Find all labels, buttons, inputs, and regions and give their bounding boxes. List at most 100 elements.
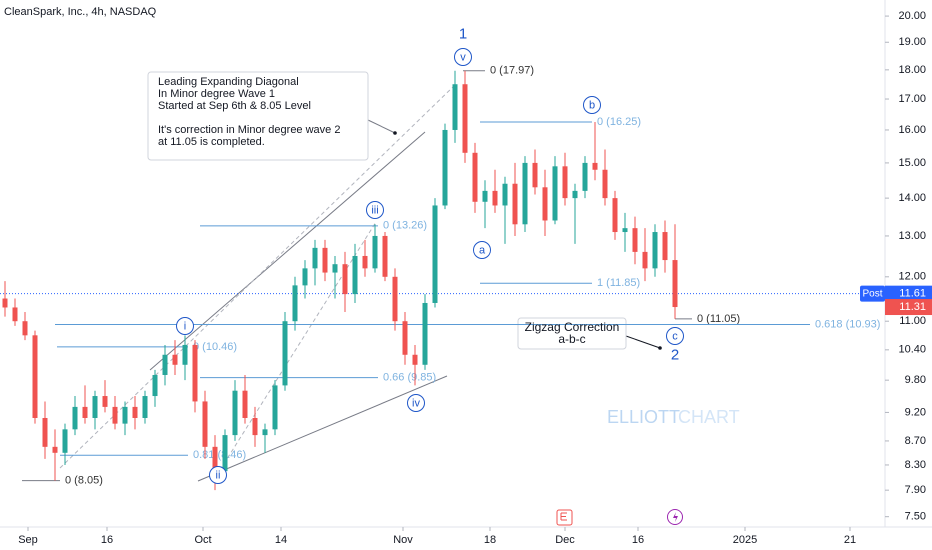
- candle-body: [22, 321, 28, 336]
- last-price-tag: [885, 299, 932, 316]
- candle-body: [522, 162, 528, 225]
- x-tick-label: Oct: [194, 534, 211, 546]
- candle-body: [422, 302, 428, 365]
- candle-body: [602, 169, 608, 199]
- candle-body: [592, 162, 598, 170]
- candle-body: [72, 406, 78, 430]
- candle-body: [362, 255, 368, 269]
- fib-level-label: 0 (8.05): [65, 474, 103, 486]
- candle-body: [222, 435, 228, 472]
- earnings-glyph: [560, 512, 567, 521]
- y-tick-label: 7.50: [905, 511, 926, 523]
- note-line: at 11.05 is completed.: [158, 136, 265, 148]
- earnings-icon[interactable]: [556, 509, 573, 526]
- candle-body: [192, 344, 198, 402]
- fib-level-label: 0.66 (9.85): [383, 371, 436, 383]
- wave-label: v: [460, 51, 466, 63]
- x-tick-label: 2025: [733, 534, 757, 546]
- wave-label: ii: [216, 469, 221, 481]
- y-tick-label: 18.00: [898, 64, 926, 76]
- candle-body: [402, 321, 408, 355]
- candle-body: [242, 390, 248, 418]
- fib-level-label: 0 (13.26): [383, 220, 427, 232]
- candle-body: [642, 251, 648, 269]
- note-box: [147, 71, 369, 161]
- candle-body: [142, 396, 148, 418]
- fib-level-label: 0.618 (10.93): [815, 318, 880, 330]
- y-tick-label: 20.00: [898, 10, 926, 22]
- candle-body: [342, 264, 348, 295]
- candle-body: [502, 183, 508, 206]
- wave-label: b: [589, 99, 595, 111]
- y-tick-label: 11.00: [899, 315, 926, 327]
- candle-body: [652, 232, 658, 269]
- y-tick-label: 8.70: [905, 435, 926, 447]
- x-tick-label: 18: [484, 534, 496, 546]
- x-tick-label: 16: [101, 534, 113, 546]
- candle-body: [382, 235, 388, 277]
- y-tick-label: 17.00: [898, 93, 926, 105]
- candle-body: [582, 162, 588, 191]
- candle-body: [272, 385, 278, 430]
- candle-body: [452, 84, 458, 130]
- candle-body: [482, 190, 488, 202]
- wave-circle: [407, 394, 425, 412]
- y-tick-label: 8.30: [905, 459, 926, 471]
- candle-body: [572, 190, 578, 199]
- y-tick-label: 7.90: [905, 484, 926, 496]
- x-tick-label: Sep: [18, 534, 38, 546]
- y-tick-label: 12.00: [898, 271, 926, 283]
- candle-body: [412, 354, 418, 365]
- fib-level-label: 0 (17.97): [490, 65, 534, 77]
- y-tick-label: 13.00: [898, 230, 926, 242]
- candle-body: [462, 84, 468, 153]
- lower-trendline: [197, 375, 448, 482]
- x-tick-label: Nov: [393, 534, 413, 546]
- wave-label: i: [184, 320, 186, 332]
- candle-body: [162, 354, 168, 375]
- candle-body: [202, 401, 208, 447]
- note-pointer: [367, 119, 396, 134]
- dividend-glyph: [673, 512, 678, 522]
- y-tick-label: 9.80: [905, 374, 926, 386]
- candle-body: [542, 187, 548, 221]
- candle-body: [672, 260, 678, 308]
- candle-body: [52, 446, 58, 453]
- candle-body: [132, 406, 138, 418]
- y-tick-label: 14.00: [898, 192, 926, 204]
- post-tag-label: Post: [862, 288, 882, 299]
- candle-body: [2, 298, 8, 308]
- zigzag-pointer: [625, 335, 661, 349]
- note-line: It's correction in Minor degree wave 2: [158, 124, 340, 136]
- candle-body: [32, 335, 38, 418]
- wave-label: 2: [671, 346, 679, 363]
- candle-body: [552, 166, 558, 221]
- wave-label: 1: [459, 25, 467, 42]
- wave-circle: [454, 48, 472, 66]
- candle-body: [82, 406, 88, 418]
- wave-circle: [473, 241, 491, 259]
- candle-body: [122, 406, 128, 424]
- candle-body: [332, 264, 338, 273]
- x-tick-label: 16: [632, 534, 644, 546]
- candle-body: [62, 429, 68, 453]
- candle-body: [152, 374, 158, 397]
- fib-level-label: 0 (16.25): [597, 116, 641, 128]
- candle-body: [492, 190, 498, 206]
- post-tag: [860, 285, 885, 302]
- candle-body: [622, 228, 628, 233]
- candle-body: [92, 396, 98, 418]
- post-price-label: 11.61: [899, 288, 926, 300]
- y-tick-label: 9.20: [905, 406, 926, 418]
- candle-body: [172, 354, 178, 365]
- candle-body: [42, 417, 48, 447]
- fib-level-label: 0 (11.05): [697, 313, 740, 325]
- x-tick-label: 14: [275, 534, 287, 546]
- candle-body: [12, 307, 18, 322]
- zigzag-line: Zigzag Correction: [525, 320, 620, 334]
- watermark: CHART: [678, 407, 740, 427]
- candle-body: [512, 183, 518, 225]
- wave-circle: [666, 327, 684, 345]
